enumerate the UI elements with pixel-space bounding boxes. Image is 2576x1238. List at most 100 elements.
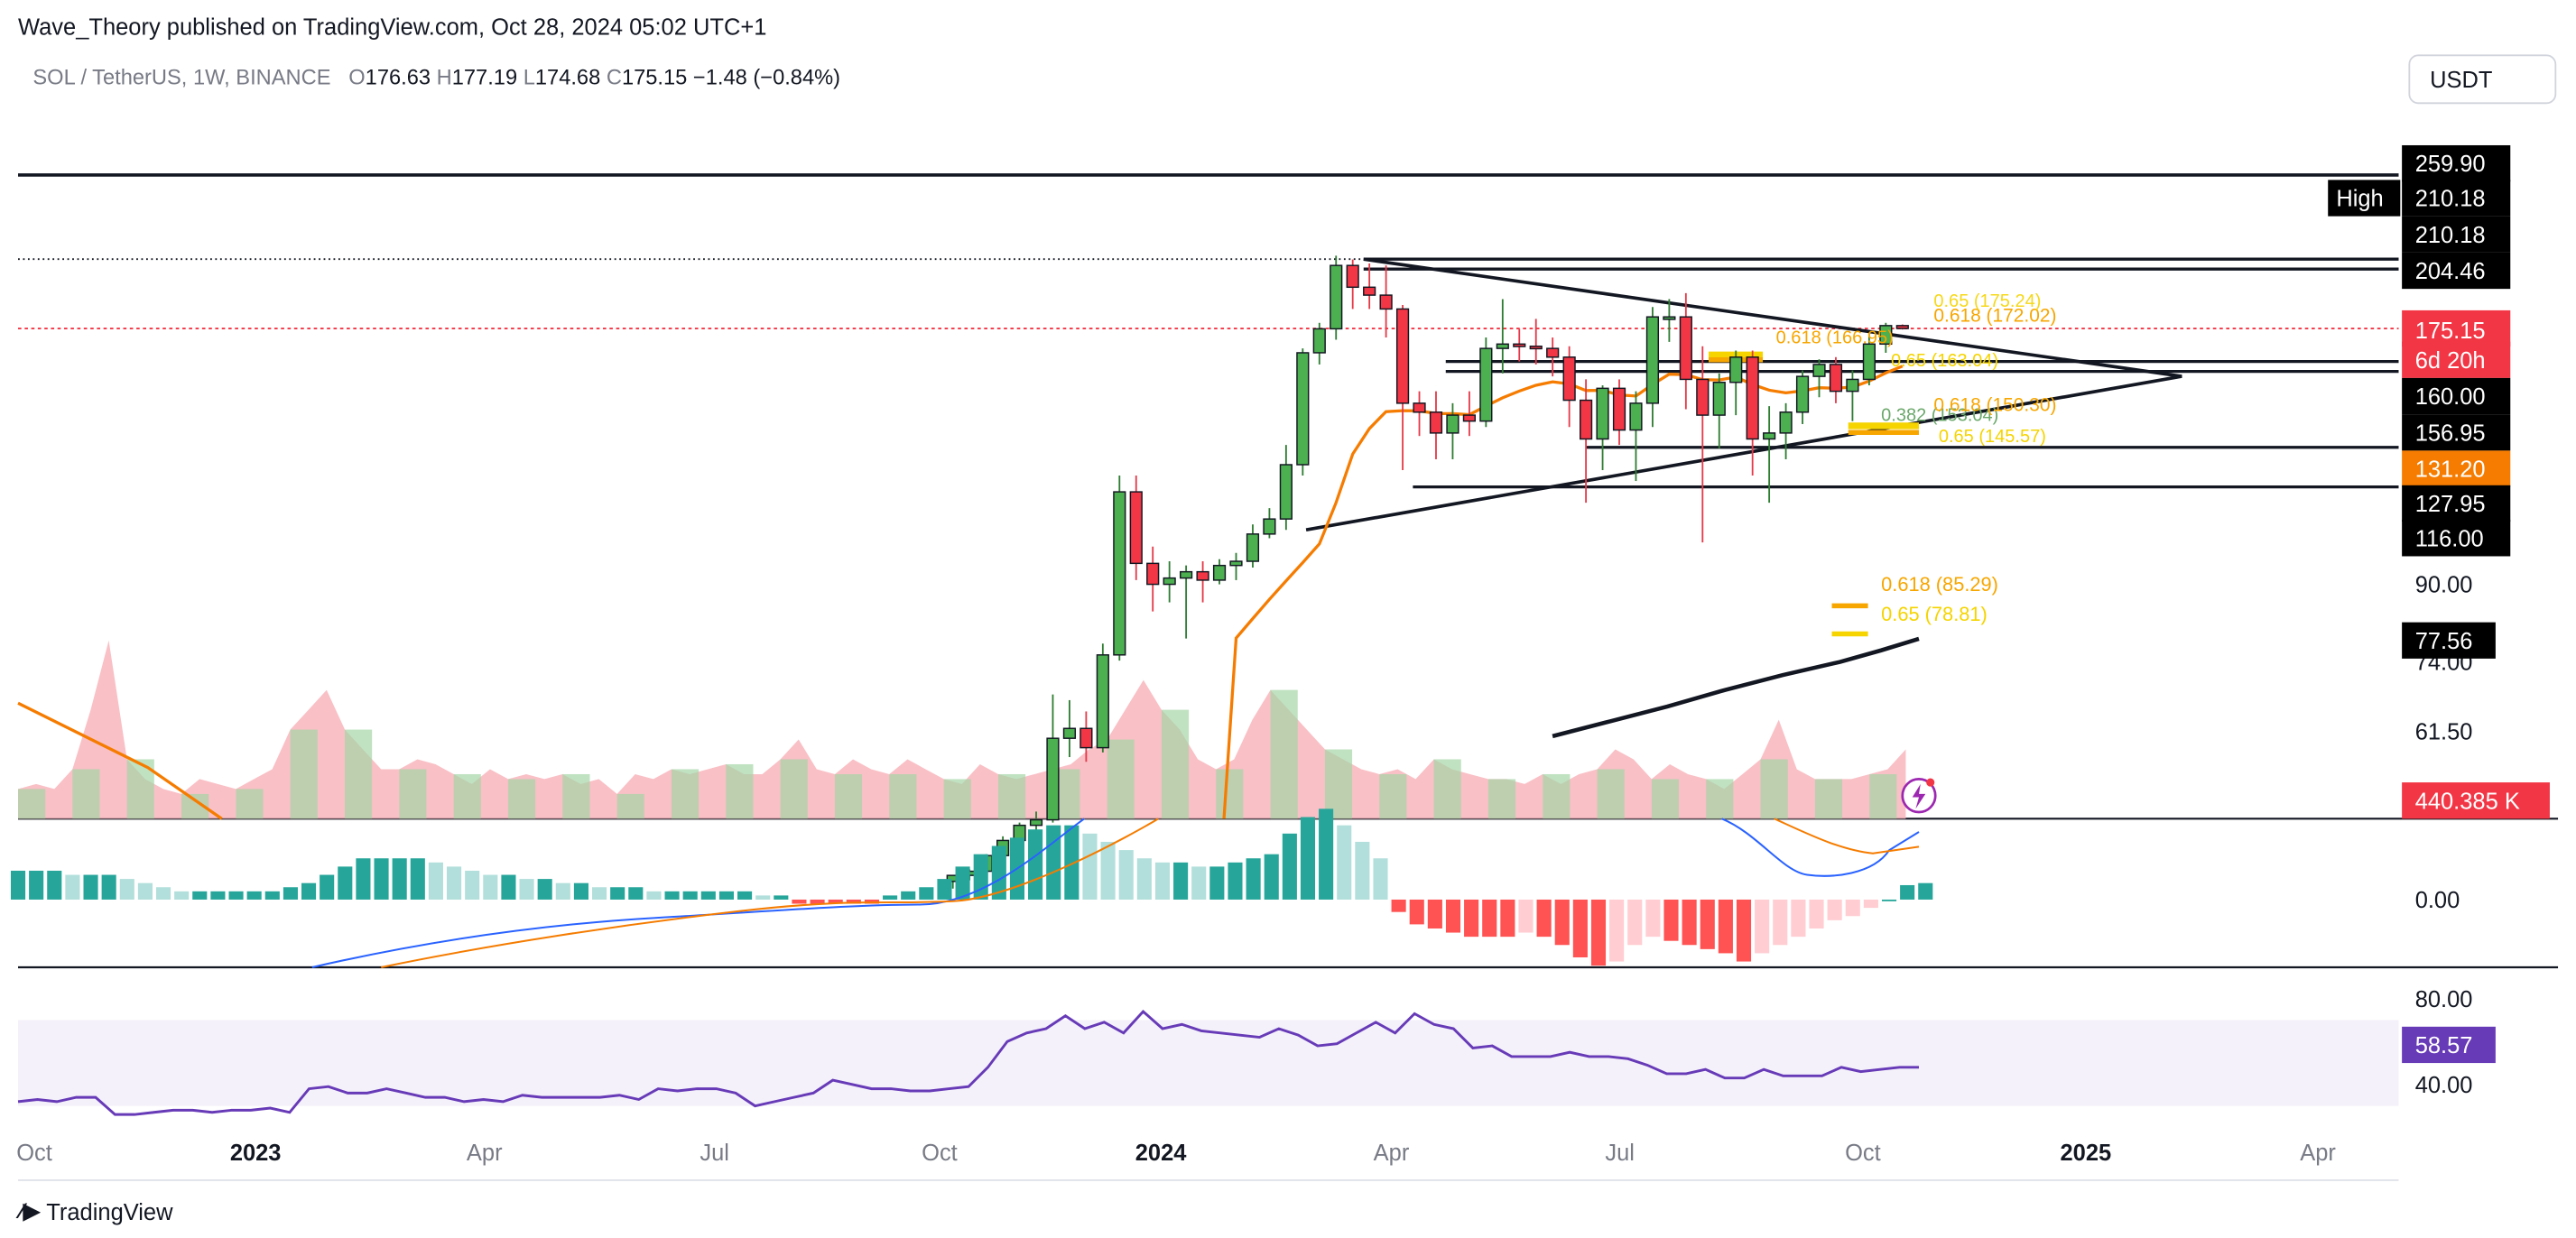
macd-bar — [1264, 854, 1279, 900]
candle-body — [1479, 347, 1493, 422]
macd-bar — [1082, 833, 1098, 900]
macd-bar — [700, 891, 716, 900]
time-tick-2023: 2023 — [230, 1141, 282, 1166]
volume-bar — [1216, 769, 1244, 819]
candle-body — [1046, 737, 1060, 821]
candle-body — [1629, 402, 1643, 431]
high-tag-label: High — [2336, 187, 2383, 212]
macd-bar — [1482, 899, 1497, 938]
candle-body — [1663, 316, 1676, 320]
volume-bar — [399, 769, 427, 819]
macd-bar — [1046, 825, 1061, 900]
macd-bar — [955, 866, 970, 900]
macd-bar — [1191, 866, 1207, 900]
volume-bar — [1706, 779, 1734, 819]
candle-body — [1612, 387, 1626, 431]
candle-body — [1163, 577, 1176, 586]
macd-bar — [1845, 899, 1860, 917]
macd-bar — [1355, 841, 1370, 900]
volume-profile-layer — [18, 640, 1906, 819]
macd-bar — [1900, 884, 1915, 900]
candle-body — [1395, 308, 1410, 404]
axis-label-rsi: 58.57 — [2415, 1033, 2473, 1058]
candle-body — [1462, 414, 1476, 422]
macd-bar — [192, 891, 208, 900]
macd-bar — [1445, 899, 1461, 933]
macd-bar — [592, 887, 607, 900]
time-tick-apr-24: Apr — [1374, 1141, 1410, 1166]
macd-bar — [1663, 899, 1679, 941]
volume-bar — [1597, 769, 1625, 819]
candle-body — [1746, 356, 1759, 440]
macd-bar — [1300, 817, 1316, 900]
volume-bar — [1760, 759, 1788, 819]
macd-bar — [1918, 882, 1933, 900]
volume-bar — [1433, 759, 1461, 819]
time-tick-oct-24: Oct — [1845, 1141, 1881, 1166]
macd-bar — [519, 879, 534, 900]
candle-body — [1146, 562, 1160, 586]
macd-bar — [682, 891, 698, 900]
axis-label-210-18-a: 210.18 — [2415, 187, 2486, 212]
volume-bar — [1651, 779, 1680, 819]
candle-body — [1795, 375, 1810, 413]
macd-bar — [1827, 899, 1842, 920]
volume-bar — [453, 773, 481, 819]
macd-bar — [1554, 899, 1570, 946]
candle-body — [1895, 325, 1909, 329]
macd-bar — [338, 866, 353, 900]
macd-bar — [901, 891, 916, 900]
macd-bar — [737, 891, 753, 900]
macd-bar — [1682, 899, 1697, 946]
macd-bar — [1718, 899, 1733, 954]
macd-bar — [1590, 899, 1607, 966]
volume-bar — [997, 773, 1026, 819]
candle-body — [1379, 294, 1393, 310]
macd-bar — [101, 874, 116, 900]
macd-bar — [610, 887, 625, 900]
currency-selector[interactable]: USDT — [2408, 54, 2557, 105]
axis-label-156-95: 156.95 — [2415, 420, 2486, 446]
fib-label-5: 0.382 (153.04) — [1881, 405, 1998, 425]
ohlc-open: 176.63 — [365, 64, 431, 89]
axis-label-160: 160.00 — [2415, 384, 2486, 410]
macd-bar — [537, 879, 552, 900]
macd-bar — [810, 899, 825, 904]
macd-bar — [447, 866, 462, 900]
axis-badge-77-56 — [2402, 622, 2496, 659]
volume-bar — [726, 763, 754, 819]
volume-bar — [344, 729, 373, 819]
candle-body — [1296, 352, 1310, 466]
macd-bar — [1863, 899, 1878, 909]
macd-bar — [1337, 825, 1352, 900]
volume-bar — [562, 773, 590, 819]
macd-bar — [1572, 899, 1588, 957]
candle-body — [1129, 491, 1143, 565]
candle-body — [1779, 411, 1793, 434]
macd-bar — [356, 858, 371, 900]
macd-bar — [374, 858, 389, 900]
macd-bar — [320, 874, 335, 900]
candle-body — [1496, 343, 1509, 349]
axis-label-127-95: 127.95 — [2415, 492, 2486, 517]
macd-bar — [410, 858, 425, 900]
volume-bar — [72, 769, 100, 819]
axis-badge-259-90 — [2402, 144, 2511, 182]
macd-bar — [392, 858, 407, 900]
macd-bar — [1627, 899, 1643, 946]
lightning-glyph — [1912, 783, 1926, 809]
macd-bar — [1100, 841, 1116, 900]
macd-bar — [1373, 858, 1388, 900]
ohlc-close-label: C — [606, 64, 622, 89]
candle-body — [1862, 343, 1876, 381]
time-tick-oct-23: Oct — [922, 1141, 958, 1166]
time-tick-2024: 2024 — [1135, 1141, 1187, 1166]
macd-bar — [10, 870, 26, 900]
volume-bar — [834, 773, 863, 819]
axis-badge-127-95 — [2402, 485, 2511, 522]
time-tick-apr-25: Apr — [2300, 1141, 2336, 1166]
volume-bar — [507, 779, 536, 819]
macd-line — [311, 818, 1920, 968]
